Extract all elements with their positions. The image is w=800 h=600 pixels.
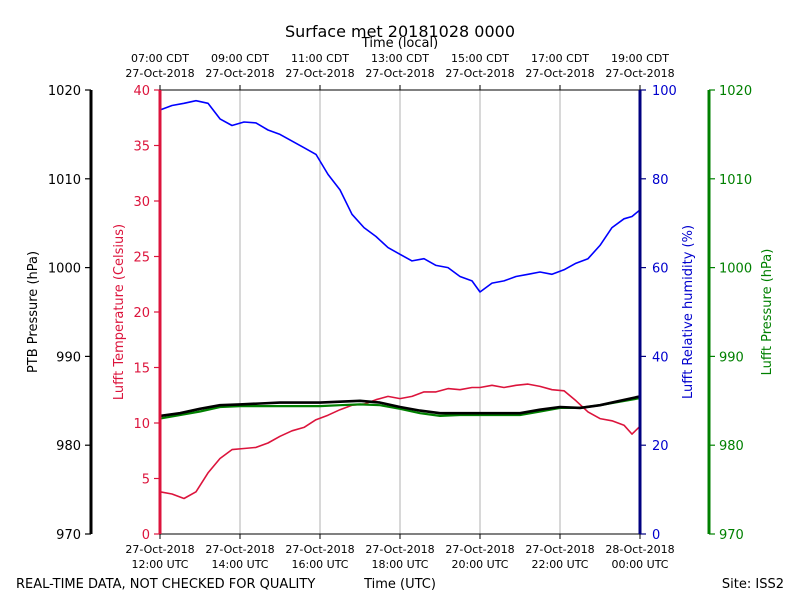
humidity-tick-label: 80 [652, 173, 669, 188]
lufft-pressure-tick-label: 1020 [719, 84, 752, 99]
chart-title: Surface met 20181028 0000 [285, 22, 515, 41]
lufft-pressure-tick-label: 980 [719, 439, 744, 454]
local-tick-time: 17:00 CDT [531, 52, 589, 65]
lufft-pressure-tick-label: 970 [719, 528, 744, 543]
grid-lines [239, 90, 561, 534]
local-tick-date: 27-Oct-2018 [205, 67, 274, 80]
utc-tick-date: 27-Oct-2018 [445, 543, 514, 556]
utc-tick-date: 27-Oct-2018 [285, 543, 354, 556]
utc-tick-time: 12:00 UTC [131, 558, 188, 571]
utc-tick-time: 18:00 UTC [371, 558, 428, 571]
lufft-pressure-tick-label: 1000 [719, 262, 752, 277]
temperature-tick-label: 40 [133, 84, 150, 99]
local-tick-date: 27-Oct-2018 [605, 67, 674, 80]
series-layer [159, 99, 641, 500]
local-tick-time: 13:00 CDT [371, 52, 429, 65]
utc-tick-date: 28-Oct-2018 [605, 543, 674, 556]
utc-tick-date: 27-Oct-2018 [125, 543, 194, 556]
footer-quality-note: REAL-TIME DATA, NOT CHECKED FOR QUALITY [16, 577, 315, 592]
ptb-pressure-axis-label: PTB Pressure (hPa) [26, 251, 41, 373]
ptb-pressure-tick-label: 1010 [48, 173, 81, 188]
utc-tick-date: 27-Oct-2018 [205, 543, 274, 556]
lufft-pressure-tick-label: 990 [719, 350, 744, 365]
humidity-tick-label: 100 [652, 84, 677, 99]
temperature-tick-label: 0 [142, 528, 150, 543]
temperature-tick-label: 35 [133, 140, 150, 155]
local-tick-date: 27-Oct-2018 [525, 67, 594, 80]
temperature-tick-label: 25 [133, 251, 150, 266]
utc-tick-date: 27-Oct-2018 [525, 543, 594, 556]
humidity-tick-label: 20 [652, 439, 669, 454]
ptb-pressure-tick-label: 1020 [48, 84, 81, 99]
lufft-pressure-axis-label: Lufft Pressure (hPa) [760, 249, 775, 376]
utc-tick-time: 00:00 UTC [611, 558, 668, 571]
local-tick-time: 15:00 CDT [451, 52, 509, 65]
axes-layer: 970 980 990 1000 1010 1020 0 5 10 15 20 25 30 35 40 0 20… [48, 52, 752, 571]
utc-tick-time: 14:00 UTC [211, 558, 268, 571]
utc-tick-time: 20:00 UTC [451, 558, 508, 571]
humidity-tick-label: 0 [652, 528, 660, 543]
temperature-tick-label: 30 [133, 195, 150, 210]
local-tick-date: 27-Oct-2018 [125, 67, 194, 80]
local-tick-time: 19:00 CDT [611, 52, 669, 65]
site-label: Site: ISS2 [722, 577, 784, 592]
utc-tick-time: 16:00 UTC [291, 558, 348, 571]
local-tick-time: 09:00 CDT [211, 52, 269, 65]
temperature-axis-label: Lufft Temperature (Celsius) [112, 224, 127, 400]
humidity-tick-label: 60 [652, 262, 669, 277]
temperature-tick-label: 10 [133, 417, 150, 432]
top-axis-label: Time (local) [361, 36, 438, 51]
series-line-ptb-pressure [159, 395, 641, 418]
local-tick-time: 07:00 CDT [131, 52, 189, 65]
bottom-axis-label: Time (UTC) [363, 577, 436, 592]
utc-tick-time: 22:00 UTC [531, 558, 588, 571]
local-tick-time: 11:00 CDT [291, 52, 349, 65]
series-line-humidity [159, 99, 641, 293]
temperature-tick-label: 20 [133, 306, 150, 321]
local-tick-date: 27-Oct-2018 [285, 67, 354, 80]
series-line-temperature [159, 383, 641, 500]
ptb-pressure-tick-label: 970 [56, 528, 81, 543]
humidity-axis-label: Lufft Relative humidity (%) [681, 225, 696, 399]
ptb-pressure-tick-label: 1000 [48, 262, 81, 277]
ptb-pressure-tick-label: 980 [56, 439, 81, 454]
lufft-pressure-tick-label: 1010 [719, 173, 752, 188]
local-tick-date: 27-Oct-2018 [445, 67, 514, 80]
temperature-tick-label: 5 [142, 473, 150, 488]
humidity-tick-label: 40 [652, 350, 669, 365]
temperature-tick-label: 15 [133, 362, 150, 377]
utc-tick-date: 27-Oct-2018 [365, 543, 434, 556]
local-tick-date: 27-Oct-2018 [365, 67, 434, 80]
ptb-pressure-tick-label: 990 [56, 350, 81, 365]
